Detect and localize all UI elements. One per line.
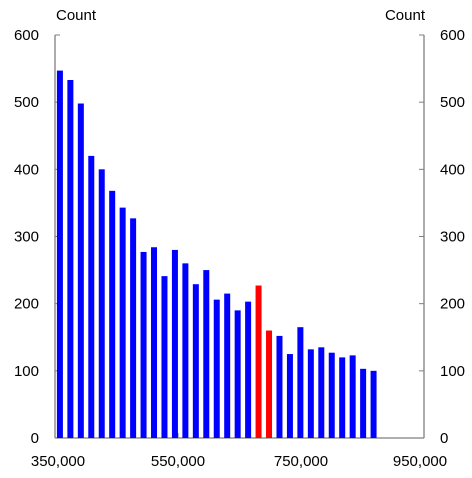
left-y-tick-label: 400	[14, 161, 39, 178]
right-y-tick-label: 200	[440, 296, 465, 313]
bar	[203, 270, 210, 438]
bar	[224, 293, 231, 438]
left-y-tick-label: 600	[14, 27, 39, 44]
bar	[67, 80, 74, 438]
bar	[307, 349, 314, 438]
bar	[182, 263, 189, 438]
bar	[140, 251, 147, 438]
left-y-tick-label: 200	[14, 296, 39, 313]
bar	[318, 347, 325, 438]
bar	[360, 368, 367, 438]
bar-highlight	[266, 330, 273, 438]
x-tick-label: 550,000	[151, 453, 205, 470]
bars	[56, 70, 377, 438]
right-y-tick-label: 300	[440, 229, 465, 246]
right-y-tick-label: 600	[440, 27, 465, 44]
left-axis-unit-label: Count	[56, 7, 97, 24]
x-tick-label: 350,000	[31, 453, 85, 470]
bar	[77, 103, 84, 438]
bar	[349, 355, 356, 438]
right-y-tick-label: 400	[440, 161, 465, 178]
right-y-tick-label: 500	[440, 94, 465, 111]
bar	[286, 354, 293, 438]
bar	[56, 70, 63, 438]
bar	[109, 190, 116, 438]
bar-highlight	[255, 285, 262, 438]
right-y-tick-label: 0	[440, 430, 448, 447]
bar	[339, 357, 346, 438]
bar	[130, 218, 137, 438]
bar	[276, 335, 283, 438]
right-axis-unit-label: Count	[385, 7, 426, 24]
bar	[98, 169, 105, 438]
bar	[234, 310, 241, 438]
left-y-tick-label: 300	[14, 229, 39, 246]
bar	[151, 247, 158, 438]
bar	[245, 301, 252, 438]
left-y-tick-label: 500	[14, 94, 39, 111]
x-tick-label: 750,000	[274, 453, 328, 470]
left-y-tick-label: 100	[14, 363, 39, 380]
bar	[213, 299, 220, 438]
left-y-tick-label: 0	[31, 430, 39, 447]
bar	[171, 249, 178, 438]
right-y-tick-label: 100	[440, 363, 465, 380]
bar	[192, 284, 199, 438]
bar	[328, 352, 335, 438]
bar	[370, 370, 377, 438]
bar	[119, 207, 126, 438]
bar	[161, 276, 168, 438]
bar	[88, 155, 95, 438]
x-tick-label: 950,000	[393, 453, 447, 470]
bar	[297, 327, 304, 438]
labels: Count Count 0 0 100 100 200 200 300 300 400 400 50…	[14, 7, 465, 470]
